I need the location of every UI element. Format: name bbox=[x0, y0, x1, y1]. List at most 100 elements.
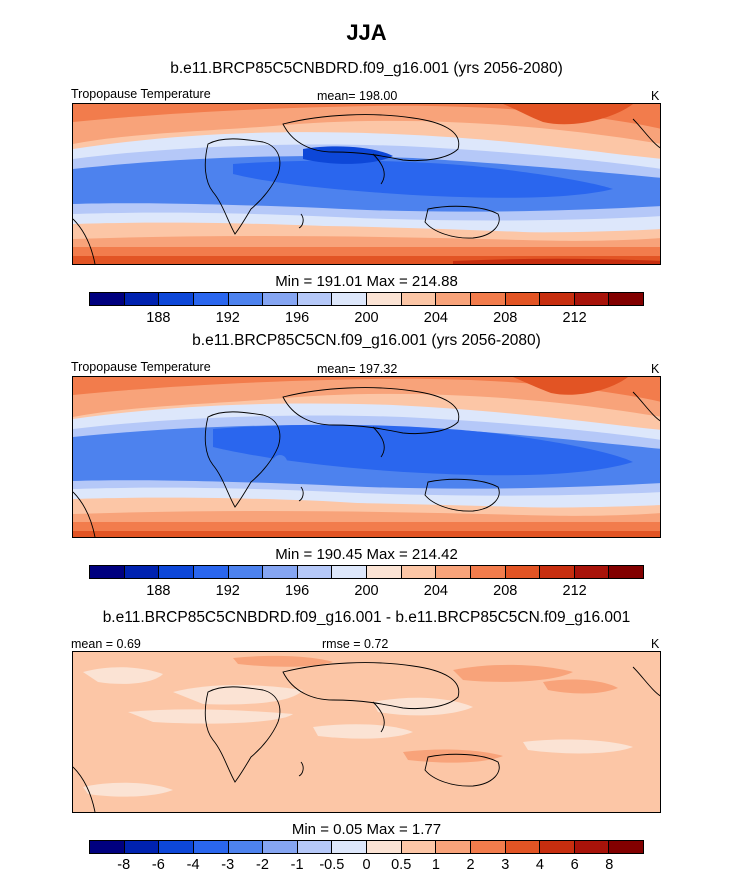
eurasia-outline bbox=[282, 662, 460, 709]
panel-2-map-svg bbox=[73, 377, 660, 537]
panel-3-rmse-label: rmse = 0.72 bbox=[322, 637, 389, 651]
colorbar-cell bbox=[436, 293, 471, 305]
diff-patch-6 bbox=[523, 739, 633, 754]
colorbar-tick-label: -6 bbox=[151, 857, 165, 873]
colorbar-cell bbox=[193, 293, 229, 305]
panel-2-units-label: K bbox=[651, 362, 660, 376]
colorbar-tick-label: 188 bbox=[146, 583, 171, 599]
colorbar-cell bbox=[505, 841, 541, 853]
colorbar-cell bbox=[401, 566, 437, 578]
colorbar-tick-label: 192 bbox=[215, 583, 240, 599]
panel-1-colorbar-ticks: 188 192 196 200 204 208 212 bbox=[89, 310, 644, 328]
colorbar-cell bbox=[263, 293, 298, 305]
panel-2-variable-label: Tropopause Temperature bbox=[71, 360, 211, 374]
colorbar-cell bbox=[470, 841, 506, 853]
panel-1-stats: Min = 191.01 Max = 214.88 bbox=[275, 273, 458, 290]
colorbar-cell bbox=[159, 566, 194, 578]
diff-patch-2 bbox=[173, 685, 303, 705]
colorbar-tick-label: 212 bbox=[562, 583, 587, 599]
contour-trop-4 bbox=[213, 424, 633, 476]
colorbar-cell bbox=[90, 566, 125, 578]
south-america-outline bbox=[73, 218, 96, 264]
colorbar-tick-label: -8 bbox=[117, 857, 131, 873]
colorbar-tick-label: 204 bbox=[423, 583, 448, 599]
diff-patch-1 bbox=[83, 667, 163, 684]
colorbar-tick-label: 200 bbox=[354, 310, 379, 326]
panel-3-mean-label: mean = 0.69 bbox=[71, 637, 141, 651]
australia-outline bbox=[424, 478, 500, 512]
colorbar-tick-label: 188 bbox=[146, 310, 171, 326]
colorbar-cell bbox=[367, 293, 402, 305]
contour-south-5 bbox=[453, 258, 660, 264]
africa-outline bbox=[204, 686, 281, 783]
colorbar-cell bbox=[540, 566, 575, 578]
colorbar-tick-label: 212 bbox=[562, 310, 587, 326]
panel-2-colorbar bbox=[89, 565, 644, 579]
panel-3-case-title: b.e11.BRCP85C5CNBDRD.f09_g16.001 - b.e11… bbox=[102, 609, 631, 626]
colorbar-tick-label: -1 bbox=[290, 857, 304, 873]
madagascar-outline bbox=[298, 213, 304, 229]
colorbar-cell bbox=[436, 566, 471, 578]
colorbar-tick-label: 208 bbox=[493, 583, 518, 599]
colorbar-cell bbox=[263, 841, 298, 853]
colorbar-tick-label: -4 bbox=[186, 857, 200, 873]
panel-1-map-svg bbox=[73, 104, 660, 264]
colorbar-tick-label: 204 bbox=[423, 310, 448, 326]
india-outline bbox=[372, 153, 385, 185]
colorbar-tick-label: 2 bbox=[466, 857, 475, 873]
colorbar-cell bbox=[609, 293, 643, 305]
india-outline bbox=[372, 426, 385, 458]
contour-trop-4 bbox=[233, 160, 613, 198]
colorbar-tick-label: 208 bbox=[493, 310, 518, 326]
colorbar-cell bbox=[228, 566, 264, 578]
panel-1-colorbar bbox=[89, 292, 644, 306]
colorbar-cell bbox=[297, 293, 333, 305]
panel-2-stats: Min = 190.45 Max = 214.42 bbox=[275, 546, 458, 563]
contour-north-2 bbox=[73, 377, 660, 402]
colorbar-cell bbox=[401, 841, 437, 853]
colorbar-cell bbox=[470, 293, 506, 305]
contour-north-1 bbox=[73, 104, 660, 144]
colorbar-cell bbox=[193, 841, 229, 853]
central-america-outline bbox=[632, 118, 660, 149]
panel-2-colorbar-ticks: 188 192 196 200 204 208 212 bbox=[89, 583, 644, 601]
colorbar-tick-label: 196 bbox=[285, 583, 310, 599]
colorbar-cell bbox=[401, 293, 437, 305]
diff-patch-8 bbox=[453, 664, 573, 682]
colorbar-cell bbox=[436, 841, 471, 853]
colorbar-tick-label: -3 bbox=[221, 857, 235, 873]
panel-2-case-title: b.e11.BRCP85C5CN.f09_g16.001 (yrs 2056-2… bbox=[192, 332, 541, 349]
colorbar-cell bbox=[540, 293, 575, 305]
figure-title: JJA bbox=[346, 20, 387, 45]
south-america-outline bbox=[73, 766, 96, 812]
panel-3-colorbar-ticks: -8 -6 -4 -3 -2 -1 -0.5 0 0.5 1 2 3 4 6 8 bbox=[89, 857, 644, 875]
colorbar-cell bbox=[505, 293, 541, 305]
contour-trop-5 bbox=[303, 146, 393, 164]
contour-trop-spot bbox=[273, 455, 287, 469]
colorbar-cell bbox=[124, 841, 160, 853]
colorbar-cell bbox=[90, 293, 125, 305]
diff-patch-9 bbox=[543, 679, 618, 694]
panel-3-units-label: K bbox=[651, 637, 660, 651]
colorbar-tick-label: 8 bbox=[605, 857, 614, 873]
colorbar-cell bbox=[297, 566, 333, 578]
panel-3-coastlines bbox=[73, 662, 660, 812]
colorbar-cell bbox=[574, 293, 610, 305]
colorbar-tick-label: 192 bbox=[215, 310, 240, 326]
diff-patch-7 bbox=[83, 782, 173, 797]
contour-north-3 bbox=[513, 377, 628, 395]
africa-outline bbox=[204, 411, 281, 508]
colorbar-cell bbox=[609, 566, 643, 578]
panel-1-map bbox=[72, 103, 661, 265]
central-america-outline bbox=[632, 391, 660, 422]
contour-north-1 bbox=[73, 377, 660, 417]
colorbar-cell bbox=[332, 841, 367, 853]
colorbar-cell bbox=[193, 566, 229, 578]
africa-outline bbox=[204, 138, 281, 235]
panel-3-stats: Min = 0.05 Max = 1.77 bbox=[291, 821, 442, 838]
eurasia-outline bbox=[282, 387, 460, 434]
colorbar-cell bbox=[90, 841, 125, 853]
colorbar-cell bbox=[540, 841, 575, 853]
colorbar-cell bbox=[470, 566, 506, 578]
colorbar-cell bbox=[124, 566, 160, 578]
